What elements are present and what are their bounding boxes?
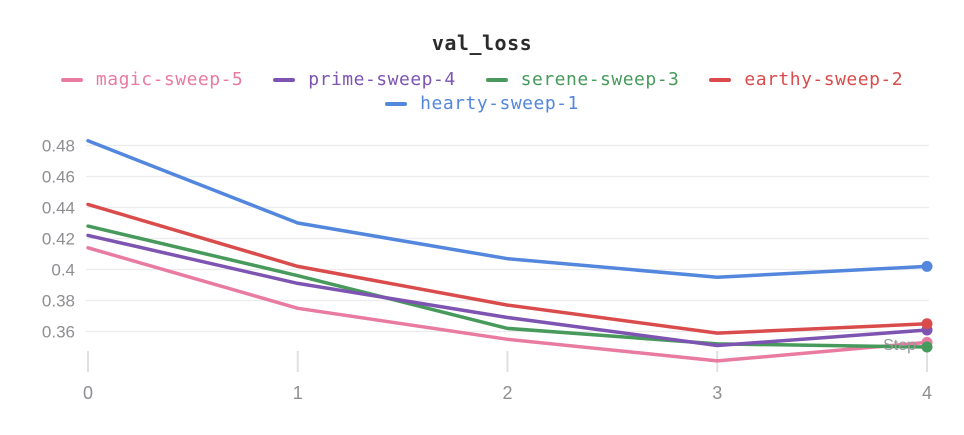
legend-item-serene-sweep-3[interactable]: serene-sweep-3: [485, 69, 680, 90]
y-tick-label: 0.4: [51, 261, 75, 280]
legend-row: magic-sweep-5 prime-sweep-4 serene-sweep-3…: [60, 69, 903, 90]
legend-line-swatch: [273, 77, 296, 82]
x-axis: 0 1 2 3 4: [83, 351, 932, 403]
chart-title: val_loss: [431, 31, 533, 55]
y-axis-tick-labels: 0.48 0.46 0.44 0.42 0.4 0.38 0.36: [42, 137, 75, 342]
legend-label: earthy-sweep-2: [744, 69, 904, 90]
end-dot-earthy-sweep-2[interactable]: [921, 318, 933, 330]
line-prime-sweep-4[interactable]: [86, 233, 929, 348]
x-tick-label: 4: [922, 383, 932, 403]
legend-item-magic-sweep-5[interactable]: magic-sweep-5: [60, 69, 244, 90]
legend-row: hearty-sweep-1: [385, 93, 579, 114]
y-tick-label: 0.42: [42, 230, 75, 249]
line-hearty-sweep-1[interactable]: [86, 139, 929, 279]
x-tick-label: 3: [712, 383, 722, 403]
end-dot-hearty-sweep-1[interactable]: [921, 260, 933, 272]
x-axis-title: Step: [883, 337, 916, 354]
line-earthy-sweep-2[interactable]: [86, 202, 929, 335]
legend-item-hearty-sweep-1[interactable]: hearty-sweep-1: [385, 93, 579, 114]
x-tick-label: 2: [502, 383, 512, 403]
y-tick-label: 0.36: [42, 323, 75, 342]
line-magic-sweep-5[interactable]: [86, 246, 929, 363]
legend-line-swatch: [385, 101, 408, 106]
chart-legend: magic-sweep-5 prime-sweep-4 serene-sweep-3…: [0, 69, 964, 114]
legend-label: hearty-sweep-1: [420, 93, 579, 114]
y-tick-label: 0.44: [42, 199, 75, 218]
legend-label: serene-sweep-3: [520, 69, 680, 90]
legend-line-swatch: [60, 77, 83, 82]
legend-label: magic-sweep-5: [95, 69, 244, 90]
legend-line-swatch: [709, 77, 732, 82]
series-lines: [86, 139, 929, 363]
gridlines: [86, 144, 929, 333]
line-serene-sweep-3[interactable]: [86, 224, 929, 349]
end-dot-serene-sweep-3[interactable]: [921, 341, 933, 353]
x-tick-label: 1: [293, 383, 303, 403]
y-tick-label: 0.38: [42, 292, 75, 311]
legend-item-earthy-sweep-2[interactable]: earthy-sweep-2: [709, 69, 903, 90]
y-tick-label: 0.46: [42, 168, 75, 187]
legend-line-swatch: [485, 77, 508, 82]
end-point-markers: [921, 260, 933, 353]
y-tick-label: 0.48: [42, 137, 75, 156]
x-tick-label: 0: [83, 383, 93, 403]
legend-label: prime-sweep-4: [308, 69, 456, 90]
legend-item-prime-sweep-4[interactable]: prime-sweep-4: [273, 69, 455, 90]
